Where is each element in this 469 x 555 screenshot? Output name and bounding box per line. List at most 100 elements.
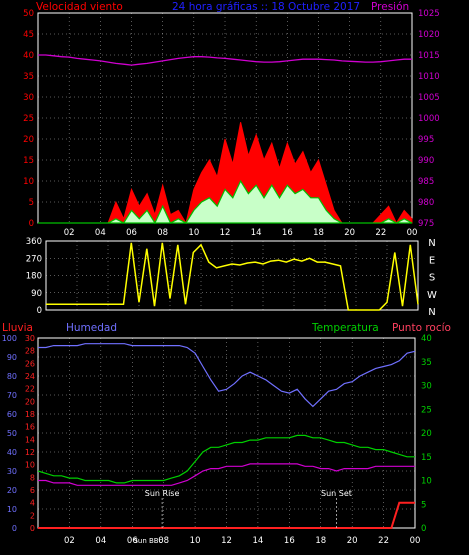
x-tick-label: 20 bbox=[347, 536, 358, 546]
direction-tick-label: 90 bbox=[31, 289, 42, 299]
rain-tick-label: 8 bbox=[30, 473, 35, 482]
x-tick-label: 02 bbox=[64, 536, 75, 546]
temperature-tick-label: 35 bbox=[421, 358, 432, 368]
compass-tick-label: S bbox=[429, 273, 435, 284]
wind-tick-label: 10 bbox=[23, 177, 34, 187]
humidity-tick-label: 100 bbox=[2, 334, 17, 343]
wind-tick-label: 30 bbox=[23, 93, 34, 103]
direction-degree-ticks: 0 90 180 270 360 bbox=[26, 237, 42, 316]
pressure-tick-label: 1025 bbox=[418, 9, 440, 19]
humidity-tick-label: 30 bbox=[7, 467, 17, 476]
pressure-tick-label: 975 bbox=[418, 219, 434, 229]
x-tick-label: 14 bbox=[253, 536, 264, 546]
x-tick-label: 04 bbox=[95, 536, 106, 546]
climate-panel-grid bbox=[38, 338, 415, 528]
x-tick-label: 10 bbox=[190, 536, 201, 546]
humidity-ticks: 0 10 20 30 40 50 60 70 80 90 100 bbox=[2, 334, 17, 533]
x-tick-label: 08 bbox=[157, 228, 168, 238]
x-tick-label: 14 bbox=[251, 228, 262, 238]
wind-series bbox=[38, 54, 413, 225]
rain-tick-label: 10 bbox=[25, 461, 35, 470]
pressure-title: Presión bbox=[371, 1, 409, 13]
wind-tick-label: 25 bbox=[23, 114, 34, 124]
direction-tick-label: 0 bbox=[37, 306, 42, 316]
humidity-series bbox=[38, 343, 416, 408]
dewpoint-series bbox=[38, 463, 415, 486]
x-tick-label: 02 bbox=[64, 228, 75, 238]
humidity-tick-label: 10 bbox=[7, 505, 17, 514]
pressure-tick-label: 990 bbox=[418, 156, 434, 166]
humidity-title: Humedad bbox=[66, 322, 117, 334]
pressure-tick-label: 1010 bbox=[418, 72, 440, 82]
rain-tick-label: 18 bbox=[25, 410, 35, 419]
pressure-tick-label: 1005 bbox=[418, 93, 440, 103]
x-tick-label: 00 bbox=[410, 536, 421, 546]
x-tick-label: 18 bbox=[315, 536, 326, 546]
humidity-tick-label: 90 bbox=[7, 353, 17, 362]
pressure-series bbox=[38, 54, 412, 66]
humidity-tick-label: 60 bbox=[7, 410, 17, 419]
rain-tick-label: 6 bbox=[30, 486, 35, 495]
rain-tick-label: 2 bbox=[30, 511, 35, 520]
pressure-tick-label: 1000 bbox=[418, 114, 440, 124]
sun-annotation-label: Sun Set bbox=[321, 489, 352, 498]
temperature-tick-label: 20 bbox=[421, 429, 432, 439]
chart-title: 24 hora gráficas :: 18 Octubre 2017 bbox=[172, 1, 360, 13]
temperature-tick-label: 40 bbox=[421, 334, 432, 344]
wind-tick-label: 40 bbox=[23, 51, 34, 61]
rain-title: Lluvia bbox=[2, 322, 33, 334]
wind-tick-label: 5 bbox=[29, 198, 34, 208]
x-tick-label: 12 bbox=[221, 536, 232, 546]
rain-tick-label: 0 bbox=[30, 524, 35, 533]
humidity-tick-label: 20 bbox=[7, 486, 17, 495]
compass-tick-label: E bbox=[429, 255, 435, 266]
x-tick-label: 18 bbox=[313, 228, 324, 238]
direction-panel-grid bbox=[46, 241, 418, 310]
temperature-tick-label: 0 bbox=[421, 524, 426, 534]
rain-tick-label: 16 bbox=[25, 423, 35, 432]
humidity-tick-label: 80 bbox=[7, 372, 17, 381]
temperature-series bbox=[37, 434, 415, 484]
wind-speed-title: Velocidad viento bbox=[36, 1, 123, 13]
pressure-tick-label: 995 bbox=[418, 135, 434, 145]
average-wind-series bbox=[38, 179, 413, 225]
rain-tick-label: 26 bbox=[25, 359, 35, 368]
x-tick-label: 06 bbox=[127, 536, 138, 546]
temperature-tick-label: 30 bbox=[421, 382, 432, 392]
compass-tick-label: N bbox=[428, 238, 435, 249]
rain-series bbox=[38, 501, 415, 529]
temperature-tick-label: 15 bbox=[421, 453, 432, 463]
x-tick-label: 06 bbox=[126, 228, 137, 238]
pressure-tick-label: 985 bbox=[418, 177, 434, 187]
rain-tick-label: 14 bbox=[25, 435, 35, 444]
direction-tick-label: 270 bbox=[26, 254, 42, 264]
temperature-title: Temperatura bbox=[311, 322, 379, 334]
wind-tick-label: 20 bbox=[23, 135, 34, 145]
compass-tick-label: W bbox=[427, 290, 437, 301]
rain-tick-label: 30 bbox=[25, 334, 35, 343]
sun-annotations: Sun Rise Sun Set bbox=[145, 489, 352, 528]
x-tick-label: 10 bbox=[188, 228, 199, 238]
wind-panel-grid bbox=[38, 13, 412, 223]
climate-series bbox=[37, 343, 416, 529]
x-tick-label: 22 bbox=[375, 228, 386, 238]
rain-tick-label: 28 bbox=[25, 347, 35, 356]
humidity-tick-label: 50 bbox=[7, 429, 17, 438]
humidity-tick-label: 0 bbox=[12, 524, 17, 533]
rain-tick-label: 4 bbox=[30, 499, 35, 508]
rain-tick-label: 20 bbox=[25, 397, 35, 406]
x-tick-label: 22 bbox=[378, 536, 389, 546]
humidity-tick-label: 40 bbox=[7, 448, 17, 457]
pressure-ticks: 975 980 985 990 995 1000 1005 1010 1015 1020 1025 bbox=[418, 9, 440, 229]
temperature-tick-label: 10 bbox=[421, 477, 432, 487]
wind-tick-label: 35 bbox=[23, 72, 34, 82]
direction-tick-label: 180 bbox=[26, 272, 42, 282]
rain-tick-label: 12 bbox=[25, 448, 35, 457]
sun-midpoint-label: Sun BBc bbox=[133, 537, 162, 545]
x-tick-label: 20 bbox=[344, 228, 355, 238]
climate-x-ticks: 02 04 06 08 10 12 14 16 18 20 22 00 Sun BBc bbox=[64, 536, 420, 546]
wind-x-ticks: 02 04 06 08 10 12 14 16 18 20 22 00 bbox=[64, 228, 418, 238]
wind-tick-label: 50 bbox=[23, 9, 34, 19]
x-tick-label: 12 bbox=[220, 228, 231, 238]
